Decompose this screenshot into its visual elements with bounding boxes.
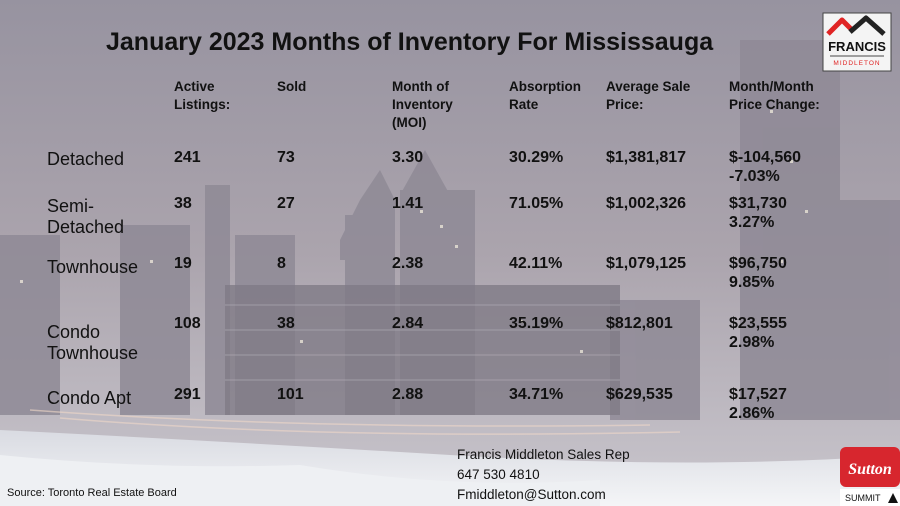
column-header-absorption: Absorption Rate [509,78,581,114]
change-percent: 2.86% [729,405,775,422]
column-header-moi: Month of Inventory (MOI) [392,78,453,132]
cell-absorption: 35.19% [509,315,564,332]
cell-absorption: 42.11% [509,255,563,272]
cell-active: 291 [174,386,201,403]
cell-active: 38 [174,195,192,212]
row-label-line: Townhouse [47,343,139,363]
cell-moi: 3.30 [392,149,424,166]
cell-average-price: $1,079,125 [606,255,687,272]
francis-logo-text: FRANCIS [828,39,886,54]
sutton-logo-text: Sutton [848,461,892,478]
header-line: Month of [392,79,449,94]
page-title: January 2023 Months of Inventory For Mis… [106,28,714,56]
row-label-line: Condo Apt [47,388,132,408]
change-amount: $23,555 [729,315,787,332]
change-amount: $-104,560 [729,149,802,166]
middleton-logo-text: MIDDLETON [833,60,880,67]
row-label-line: Semi- [47,196,95,216]
cell-active: 108 [174,315,201,332]
francis-middleton-logo: FRANCIS MIDDLETON [822,12,892,72]
contact-email[interactable]: Fmiddleton@Sutton.com [457,487,606,502]
row-label-line: Condo [47,322,101,342]
header-line: (MOI) [392,115,427,130]
cell-average-price: $629,535 [606,386,673,403]
cell-price-change: $23,555 2.98% [729,314,787,352]
column-header-sold: Sold [277,78,306,96]
cell-price-change: $17,527 2.86% [729,385,787,423]
row-label-line: Detached [47,149,125,169]
cell-moi: 2.38 [392,255,424,272]
cell-average-price: $1,381,817 [606,149,687,166]
header-line: Price: [606,97,644,112]
cell-absorption: 34.71% [509,386,564,403]
column-header-active-listings: Active Listings: [174,78,230,114]
header-line: Absorption [509,79,581,94]
row-label-line: Townhouse [47,257,139,277]
cell-absorption: 30.29% [509,149,564,166]
row-label-townhouse: Townhouse [47,257,138,278]
cell-sold: 27 [277,195,295,212]
cell-active: 19 [174,255,192,272]
row-label-semi-detached: Semi- Detached [47,196,124,238]
cell-price-change: $31,730 3.27% [729,194,787,232]
cell-absorption: 71.05% [509,195,564,212]
cell-sold: 38 [277,315,295,332]
column-header-average-price: Average Sale Price: [606,78,690,114]
cell-moi: 1.41 [392,195,424,212]
cell-sold: 73 [277,149,295,166]
contact-name: Francis Middleton Sales Rep [457,447,630,462]
change-percent: 3.27% [729,214,775,231]
change-amount: $17,527 [729,386,787,403]
change-amount: $31,730 [729,195,787,212]
cell-price-change: $96,750 9.85% [729,254,787,292]
summit-logo-text: SUMMIT [845,493,881,503]
change-percent: 9.85% [729,274,775,291]
header-line: Rate [509,97,539,112]
row-label-condo-apt: Condo Apt [47,388,131,409]
cell-sold: 101 [277,386,304,403]
change-percent: 2.98% [729,334,775,351]
cell-price-change: $-104,560 -7.03% [729,148,801,186]
cell-average-price: $812,801 [606,315,673,332]
header-line: Average Sale [606,79,691,94]
contact-info: Francis Middleton Sales Rep 647 530 4810… [457,445,630,505]
sutton-summit-logo: Sutton SUMMIT [840,447,900,506]
cell-moi: 2.84 [392,315,424,332]
column-header-price-change: Month/Month Price Change: [729,78,820,114]
change-percent: -7.03% [729,168,780,185]
row-label-line: Detached [47,217,125,237]
row-label-condo-townhouse: Condo Townhouse [47,322,138,364]
row-label-detached: Detached [47,149,124,170]
change-amount: $96,750 [729,255,787,272]
header-line: Price Change: [729,97,820,112]
header-line: Active [174,79,215,94]
header-line: Inventory [392,97,453,112]
contact-phone: 647 530 4810 [457,467,540,482]
cell-sold: 8 [277,255,286,272]
source-note: Source: Toronto Real Estate Board [7,487,177,499]
cell-average-price: $1,002,326 [606,195,687,212]
header-line: Month/Month [729,79,814,94]
header-line: Listings: [174,97,231,112]
header-line: Sold [277,79,307,94]
cell-moi: 2.88 [392,386,424,403]
cell-active: 241 [174,149,201,166]
